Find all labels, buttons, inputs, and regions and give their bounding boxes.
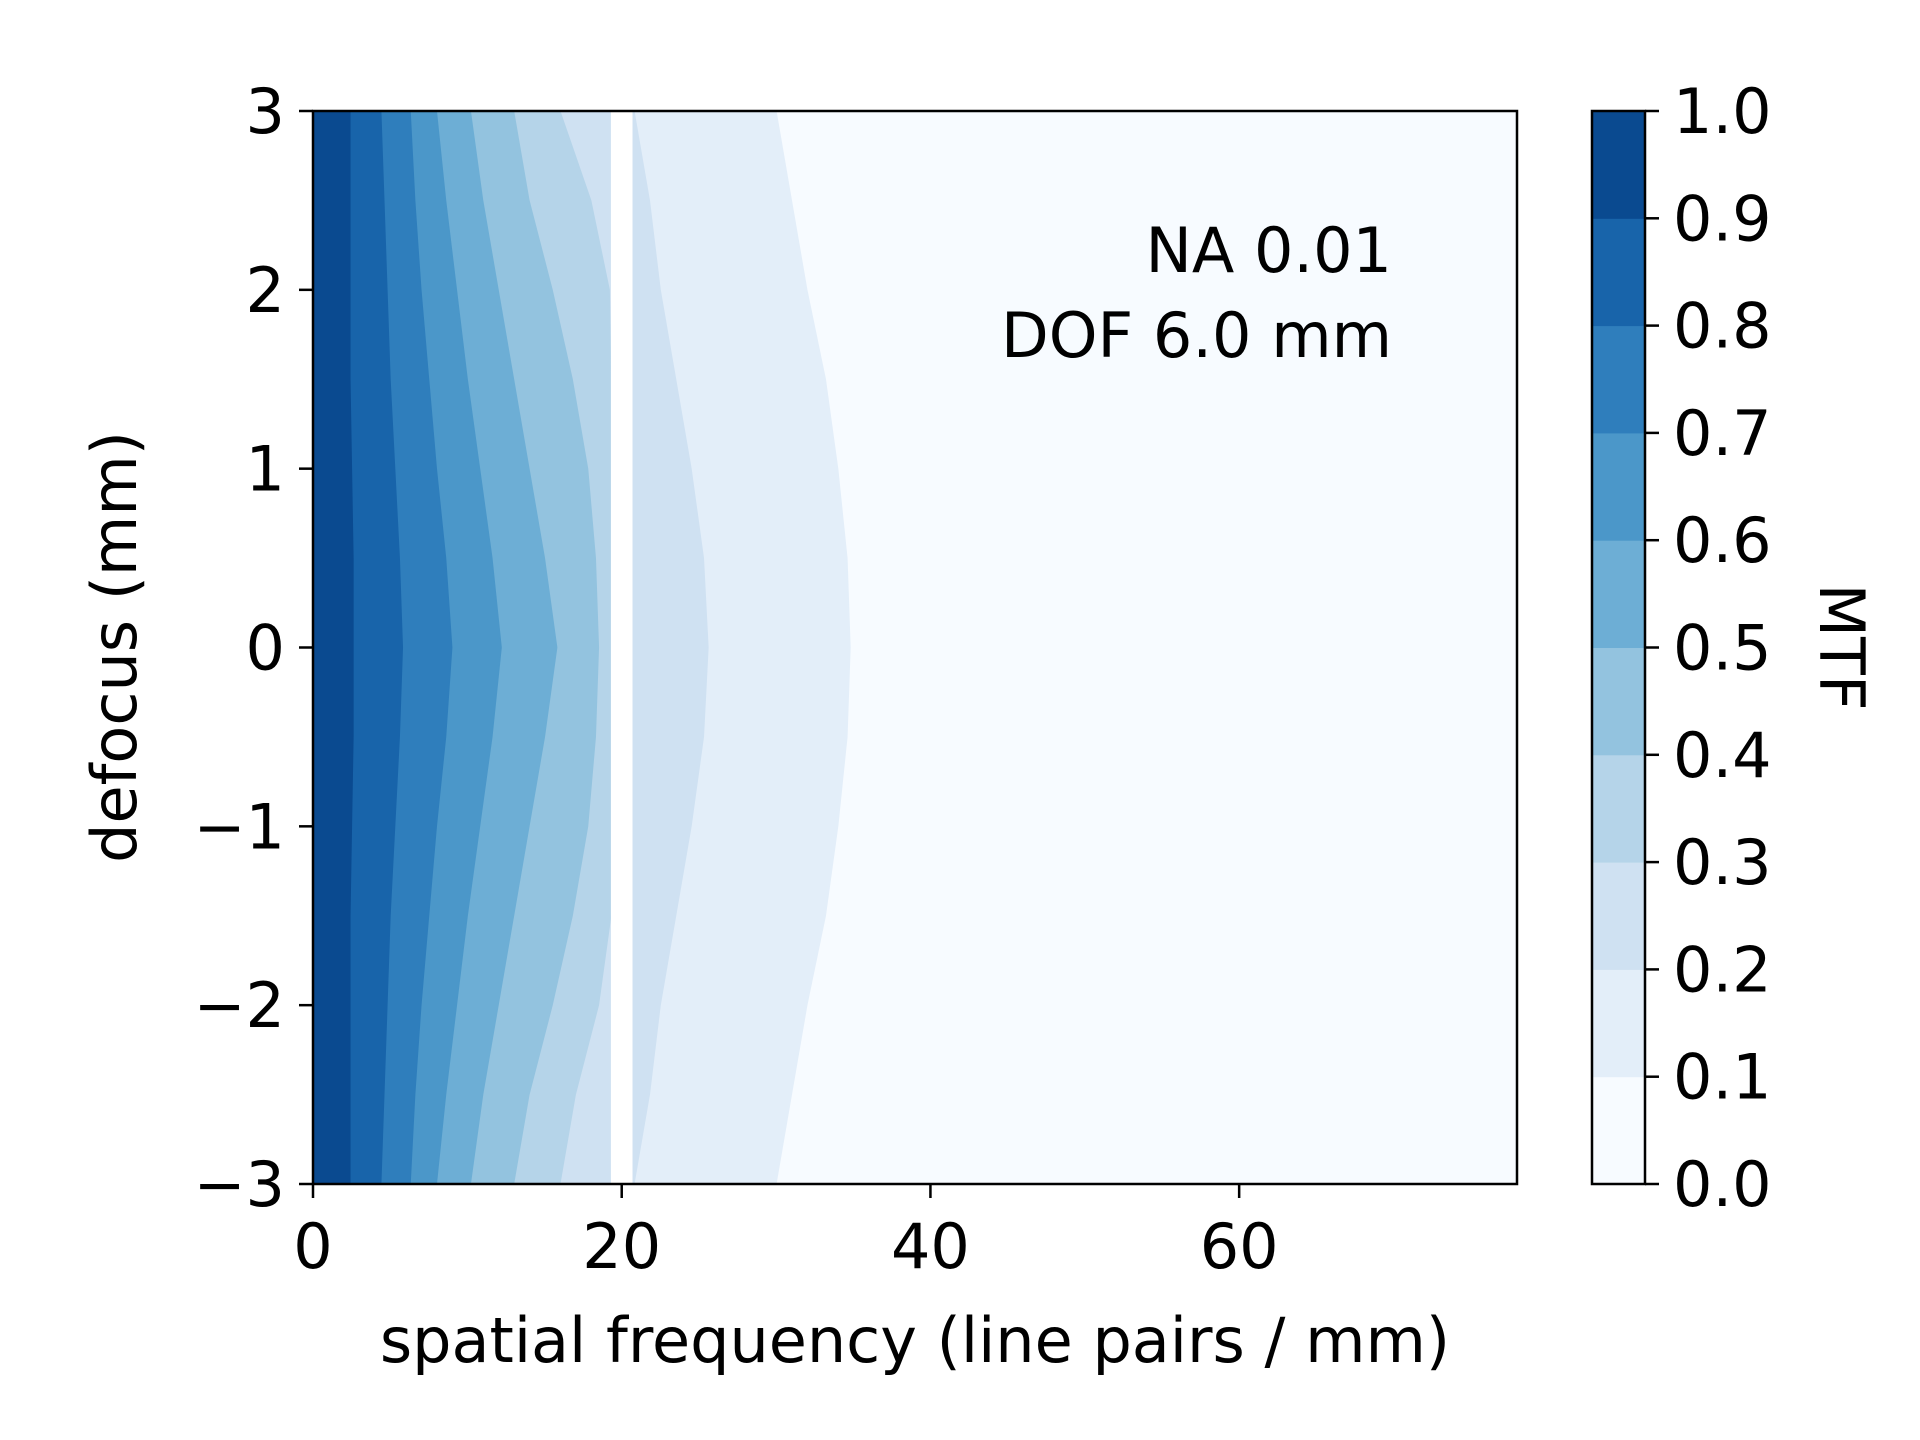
colorbar-tick-label: 1.0 (1673, 75, 1772, 148)
y-axis-label: defocus (mm) (78, 431, 151, 863)
colorbar-label: MTF (1805, 583, 1878, 710)
y-tick-label: −1 (194, 790, 285, 863)
gap-band (610, 111, 633, 1184)
colorbar-tick-label: 0.8 (1673, 290, 1772, 363)
colorbar-segment (1592, 647, 1645, 756)
y-tick-label: 3 (246, 75, 285, 148)
x-tick-label: 0 (293, 1210, 332, 1283)
x-tick-label: 20 (582, 1210, 661, 1283)
colorbar-segment (1592, 432, 1645, 541)
colorbar-segment (1592, 1076, 1645, 1185)
colorbar-tick-label: 0.6 (1673, 504, 1772, 577)
colorbar-tick-label: 0.4 (1673, 719, 1772, 792)
colorbar-tick-label: 0.0 (1673, 1148, 1772, 1221)
colorbar (1592, 111, 1645, 1185)
y-tick-label: 2 (246, 254, 285, 327)
annotation-dof: DOF 6.0 mm (1001, 299, 1392, 372)
contour-region-0.9 (313, 111, 354, 1184)
y-tick-label: 0 (246, 612, 285, 685)
x-tick-label: 40 (891, 1210, 970, 1283)
colorbar-segment (1592, 325, 1645, 434)
colorbar-segment (1592, 969, 1645, 1078)
colorbar-ticks: 0.0 0.1 0.2 0.3 0.4 0.5 0.6 0.7 0.8 0.9 1.0 (1645, 75, 1772, 1221)
colorbar-segment (1592, 111, 1645, 219)
x-axis-label: spatial frequency (line pairs / mm) (380, 1304, 1450, 1377)
x-axis: 0 20 40 60 (293, 1184, 1279, 1283)
colorbar-segment (1592, 540, 1645, 648)
colorbar-tick-label: 0.1 (1673, 1041, 1772, 1114)
colorbar-segment (1592, 862, 1645, 970)
colorbar-tick-label: 0.9 (1673, 182, 1772, 255)
colorbar-segment (1592, 754, 1645, 863)
colorbar-tick-label: 0.2 (1673, 933, 1772, 1006)
colorbar-tick-label: 0.5 (1673, 612, 1772, 685)
colorbar-segment (1592, 218, 1645, 327)
y-axis: −3 −2 −1 0 1 2 3 (194, 75, 313, 1221)
annotation-na: NA 0.01 (1145, 214, 1392, 287)
plot-area (313, 111, 1517, 1184)
x-tick-label: 60 (1200, 1210, 1279, 1283)
y-tick-label: −3 (194, 1148, 285, 1221)
y-tick-label: 1 (246, 433, 285, 506)
y-tick-label: −2 (194, 969, 285, 1042)
colorbar-tick-label: 0.7 (1673, 397, 1772, 470)
colorbar-tick-label: 0.3 (1673, 826, 1772, 899)
